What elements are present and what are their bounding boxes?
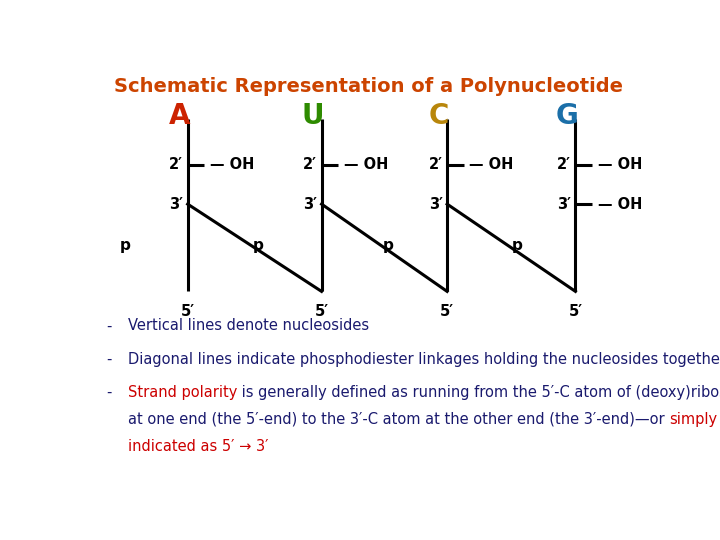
Text: p: p xyxy=(120,238,130,253)
Text: U: U xyxy=(302,102,325,130)
Text: indicated as 5′ → 3′: indicated as 5′ → 3′ xyxy=(128,439,269,454)
Text: A: A xyxy=(168,102,190,130)
Text: 2′: 2′ xyxy=(169,157,183,172)
Text: — OH: — OH xyxy=(344,157,388,172)
Text: 3′: 3′ xyxy=(428,197,443,212)
Text: — OH: — OH xyxy=(598,157,642,172)
Text: p: p xyxy=(253,238,264,253)
Text: 2′: 2′ xyxy=(428,157,443,172)
Text: p: p xyxy=(511,238,522,253)
Text: — OH: — OH xyxy=(469,157,514,172)
Text: is generally defined as running from the 5′-C atom of (deoxy)ribose: is generally defined as running from the… xyxy=(238,385,720,400)
Text: — OH: — OH xyxy=(598,197,642,212)
Text: Diagonal lines indicate phosphodiester linkages holding the nucleosides together: Diagonal lines indicate phosphodiester l… xyxy=(128,352,720,367)
Text: -: - xyxy=(107,385,112,400)
Text: Vertical lines denote nucleosides: Vertical lines denote nucleosides xyxy=(128,319,369,333)
Text: 5′: 5′ xyxy=(315,304,328,319)
Text: 3′: 3′ xyxy=(169,197,183,212)
Text: -: - xyxy=(107,352,112,367)
Text: 2′: 2′ xyxy=(557,157,571,172)
Text: — OH: — OH xyxy=(210,157,254,172)
Text: simply: simply xyxy=(669,412,717,427)
Text: Schematic Representation of a Polynucleotide: Schematic Representation of a Polynucleo… xyxy=(114,77,624,96)
Text: 3′: 3′ xyxy=(303,197,317,212)
Text: Strand polarity: Strand polarity xyxy=(128,385,238,400)
Text: C: C xyxy=(428,102,449,130)
Text: 5′: 5′ xyxy=(181,304,194,319)
Text: p: p xyxy=(383,238,394,253)
Text: at one end (the 5′-end) to the 3′-C atom at the other end (the 3′-end)—or: at one end (the 5′-end) to the 3′-C atom… xyxy=(128,412,669,427)
Text: 2′: 2′ xyxy=(303,157,317,172)
Text: 5′: 5′ xyxy=(568,304,582,319)
Text: 5′: 5′ xyxy=(440,304,454,319)
Text: 3′: 3′ xyxy=(557,197,571,212)
Text: G: G xyxy=(556,102,578,130)
Text: -: - xyxy=(107,319,112,333)
